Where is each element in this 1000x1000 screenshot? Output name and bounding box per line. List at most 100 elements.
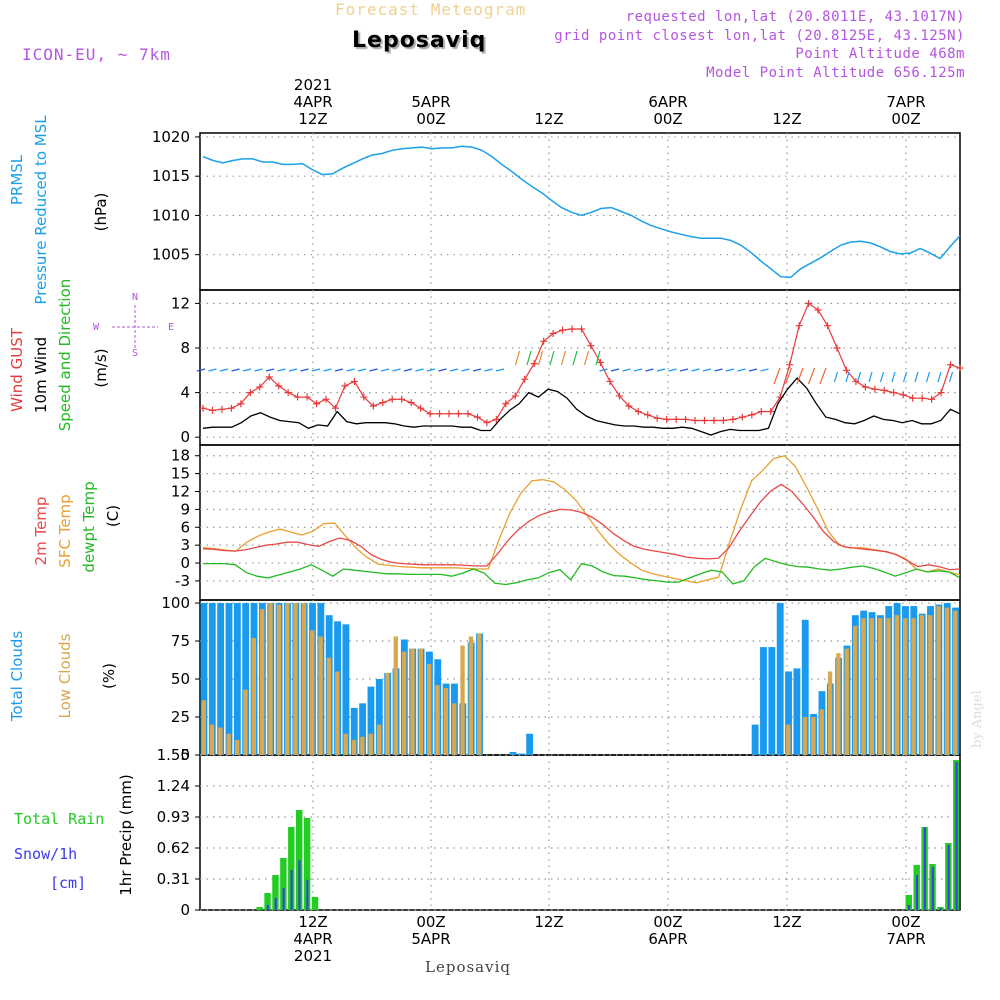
gust-marker [833, 344, 841, 352]
rain-bar [288, 827, 295, 910]
gust-marker [275, 382, 283, 390]
wind-arrow [845, 371, 850, 383]
y-tick-label: 0 [180, 428, 190, 446]
gust-marker [578, 325, 585, 333]
y-tick-label: 15 [171, 465, 190, 483]
total-cloud-bar [367, 686, 375, 755]
wind-arrow [426, 368, 436, 372]
low-cloud-bar [894, 615, 900, 755]
gust-marker [682, 415, 690, 423]
pressure-label-prmsl: PRMSL [8, 154, 26, 205]
low-cloud-bar [426, 663, 432, 755]
wind-arrow [560, 350, 567, 366]
gust-marker [388, 395, 396, 403]
gust-marker [956, 364, 964, 372]
compass-e: E [168, 322, 174, 333]
total-cloud-bar [350, 707, 358, 755]
y-tick-label: 3 [180, 536, 190, 554]
gust-marker [426, 410, 434, 418]
time-tick-line [519, 931, 579, 948]
time-tick-label: 12Z [757, 77, 817, 128]
total-cloud-bar [509, 751, 517, 755]
low-cloud-bar [953, 610, 958, 755]
y-tick-label: -3 [175, 572, 190, 590]
grid-point-coords: grid point closest lon,lat (20.8125E, 43… [554, 28, 965, 44]
low-cloud-bar [209, 724, 215, 755]
snow-bar [274, 898, 277, 910]
low-cloud-bar [385, 672, 390, 755]
low-cloud-bar [335, 671, 340, 755]
snow-unit: [cm] [50, 874, 86, 892]
wind-arrow [679, 368, 689, 372]
time-tick-line [519, 94, 579, 111]
gust-marker [861, 383, 869, 391]
wind-arrow [702, 368, 712, 372]
temp2m-line [202, 483, 961, 571]
wind-arrow [914, 371, 919, 383]
wind-arrow [645, 368, 654, 372]
wind-arrow [833, 371, 839, 383]
wind-arrow [461, 368, 470, 372]
time-tick-label: 00Z 6APR [638, 914, 698, 965]
wind-arrow [380, 368, 390, 372]
rain-bar [264, 893, 271, 910]
wind-arrow [656, 368, 666, 372]
gust-marker [568, 325, 576, 333]
gust-marker [350, 377, 358, 385]
y-tick-label: 8 [180, 339, 190, 357]
wind-arrow [526, 350, 532, 366]
low-cloud-bar [802, 717, 808, 755]
gust-marker [436, 410, 444, 418]
total-cloud-bar [526, 733, 534, 755]
wind-arrow [633, 368, 643, 372]
y-tick-label: 18 [171, 447, 190, 465]
wind-arrow [254, 368, 263, 372]
gust-marker [729, 415, 737, 423]
time-tick-line [757, 94, 817, 111]
low-cloud-bar [903, 618, 908, 755]
compass-w: W [93, 322, 100, 333]
gust-marker [899, 391, 907, 399]
y-tick-label: 12 [171, 294, 190, 312]
location-title: Leposaviq [352, 28, 487, 53]
snow-bar [282, 888, 285, 910]
wind-arrow [449, 368, 459, 372]
gust-marker [521, 375, 529, 383]
y-tick-label: 0.62 [157, 839, 190, 857]
total-cloud-bar [768, 647, 776, 755]
low-cloud-bar [251, 637, 256, 755]
wind-arrow [891, 371, 896, 383]
total-cloud-bar [233, 603, 241, 755]
low-cloud-bar [886, 618, 891, 755]
wind-arrow [819, 367, 827, 385]
wind-arrow [714, 368, 723, 372]
low-cloud-bar [844, 648, 849, 755]
model-altitude: Model Point Altitude 656.125m [706, 65, 965, 81]
time-tick-line: 6APR [648, 93, 688, 111]
wind-arrow [438, 368, 447, 372]
gust-marker [540, 337, 548, 345]
time-tick-line [638, 77, 698, 94]
rain-legend: Total Rain [14, 810, 104, 828]
time-tick-line: 4APR [293, 93, 333, 111]
low-cloud-bar [410, 648, 415, 755]
wind-arrow [760, 368, 769, 372]
low-cloud-bar [944, 607, 950, 755]
wind-arrow [925, 371, 931, 383]
gust-marker [483, 419, 491, 427]
low-cloud-bar [401, 651, 407, 755]
rain-bar [280, 858, 287, 910]
snow-bar [947, 845, 950, 910]
total-cloud-bar [342, 624, 350, 755]
wind-arrow [748, 368, 758, 372]
wind-arrow [583, 350, 590, 366]
time-tick-label: 6APR 00Z [638, 77, 698, 128]
total-clouds-label: Total Clouds [8, 631, 26, 723]
time-tick-line: 7APR [886, 930, 926, 948]
time-tick-line: 6APR [648, 930, 688, 948]
wind-arrow [879, 371, 885, 383]
chart-top-title: Forecast Meteogram [335, 0, 527, 19]
wind-arrow [403, 368, 413, 372]
low-cloud-bar [460, 645, 465, 755]
gust-marker [473, 413, 481, 421]
